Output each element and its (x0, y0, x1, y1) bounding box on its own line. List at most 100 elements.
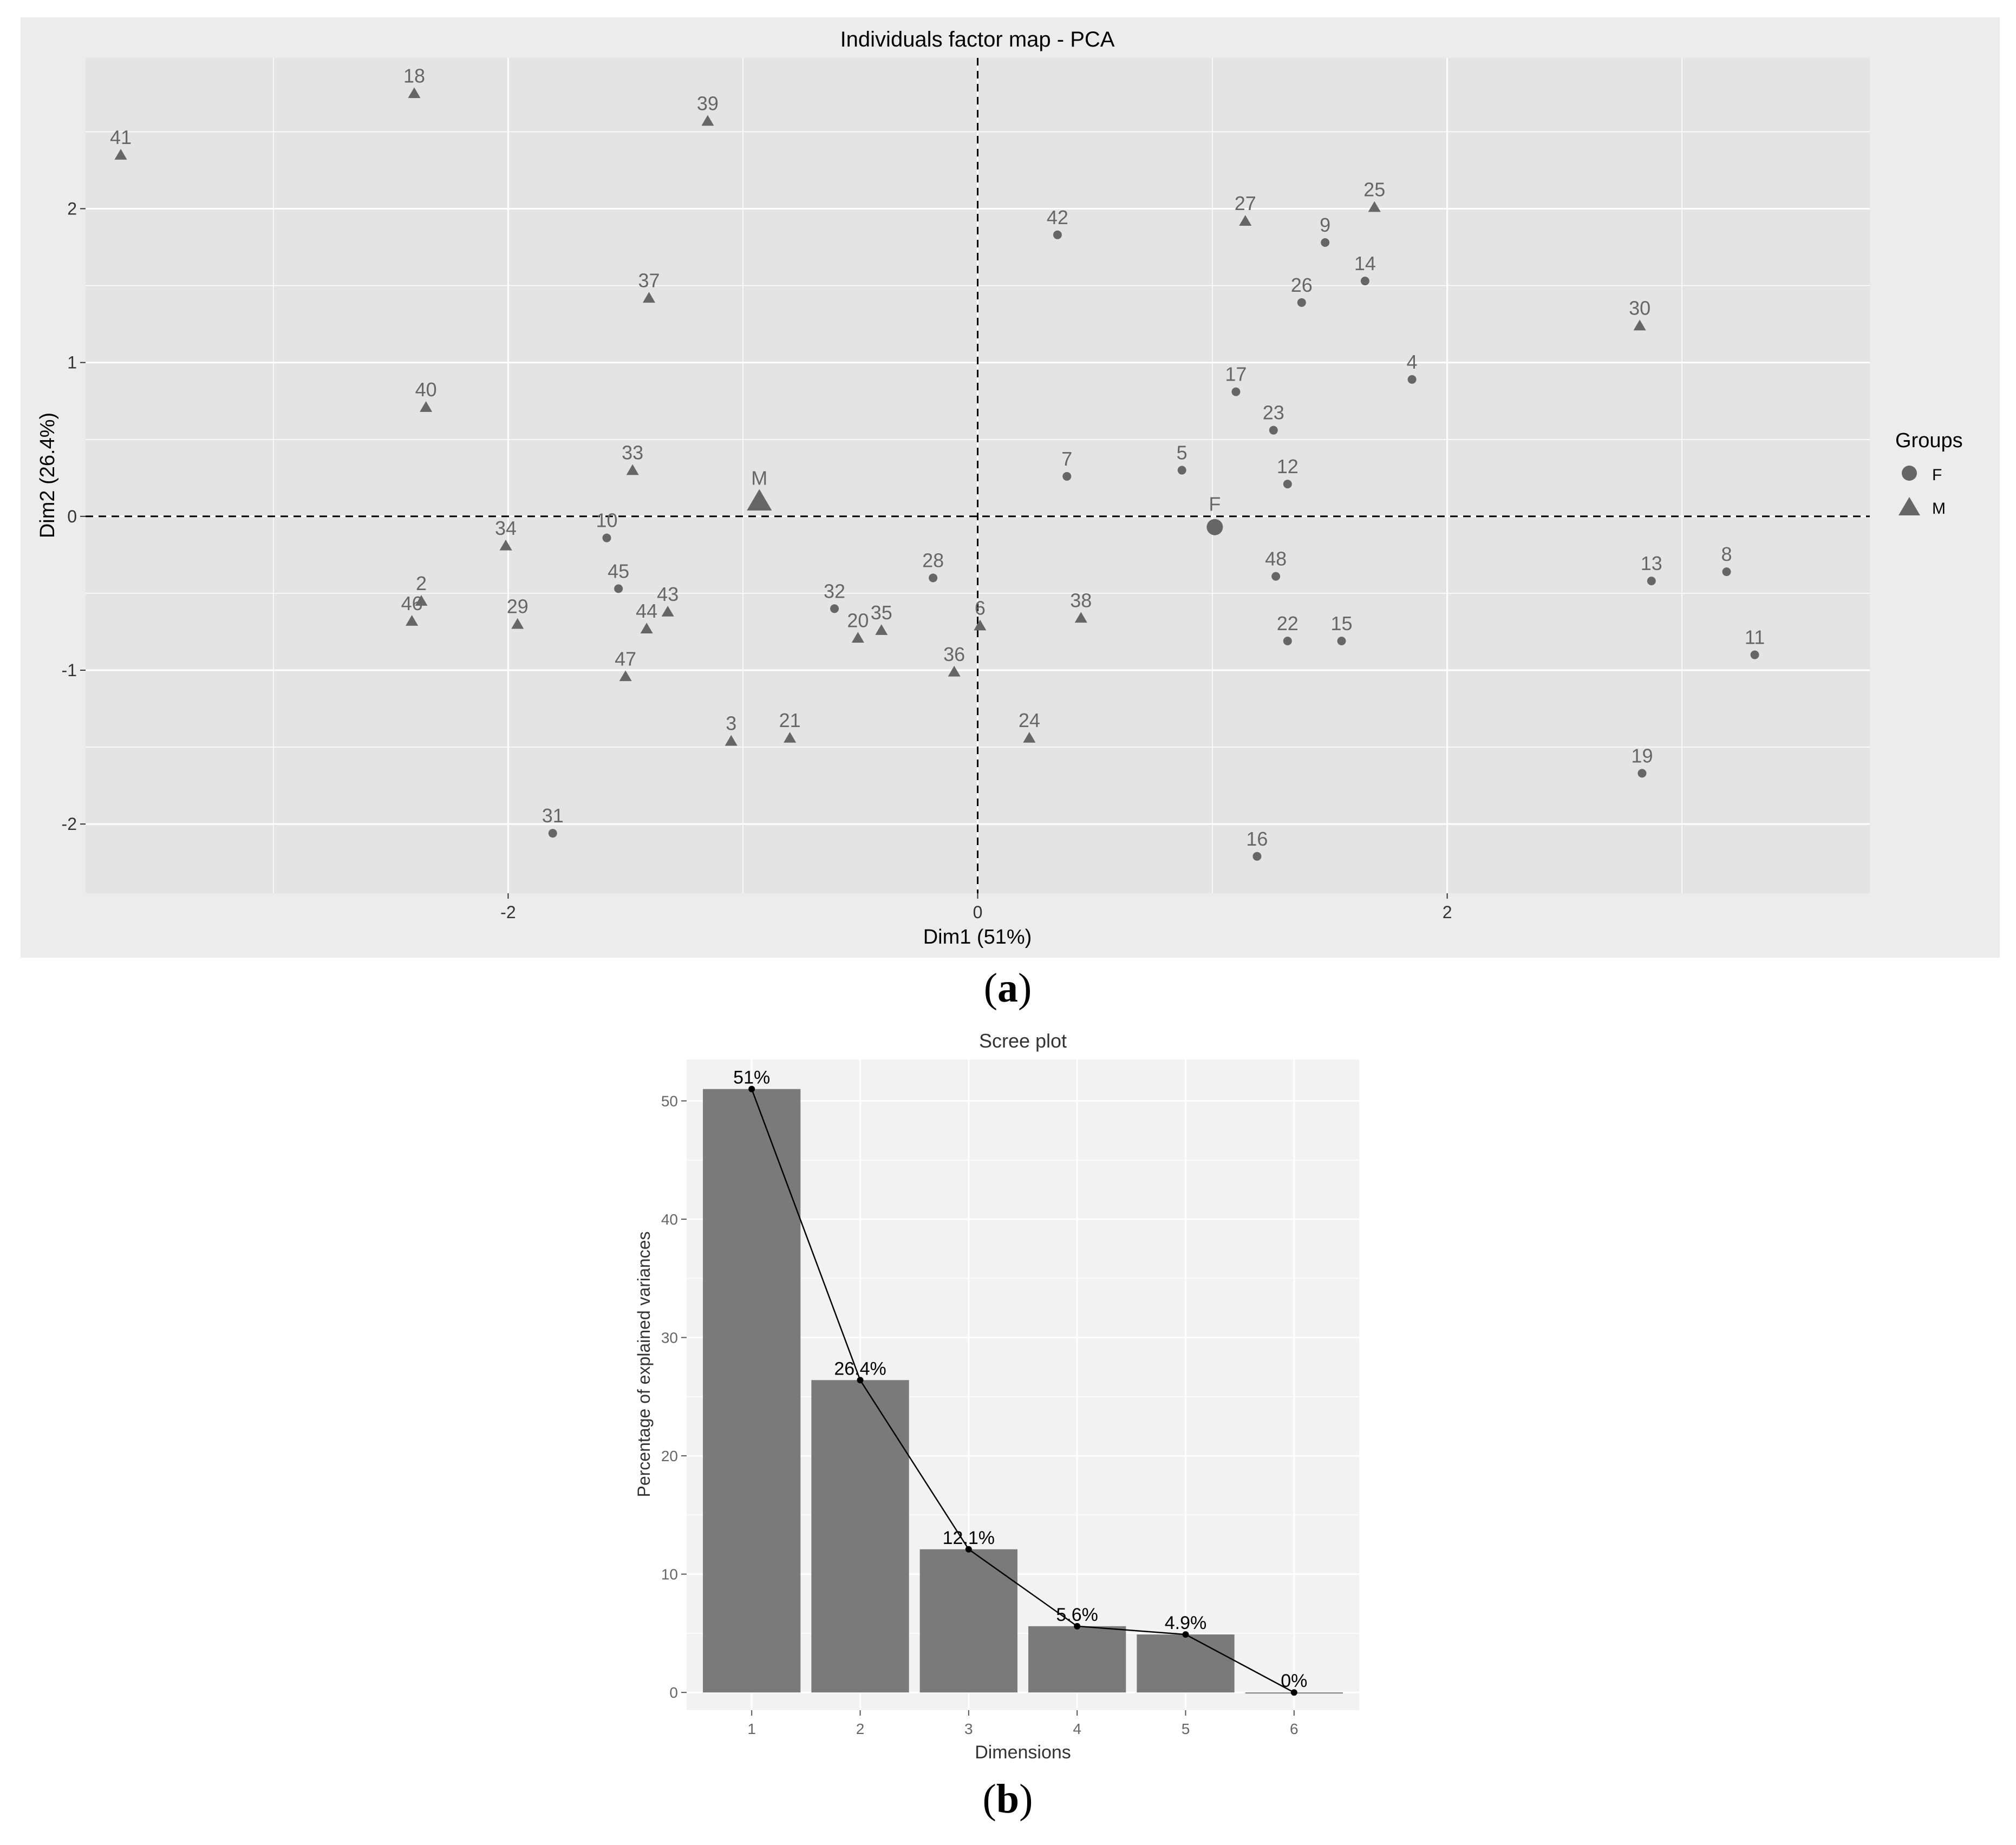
scree-x-axis: 1 2 3 4 5 6 (747, 1710, 1299, 1737)
scree-y-tick-label: 20 (661, 1448, 678, 1464)
pca-point-label: 5 (1177, 442, 1188, 464)
legend-label-m: M (1932, 500, 1946, 518)
pca-y-axis: -2 -1 0 1 2 (62, 199, 86, 834)
caption-b-letter: b (996, 1776, 1020, 1822)
pca-point-circle (1283, 480, 1292, 489)
pca-point-triangle (661, 605, 674, 617)
panel-caption-a: (a) (927, 965, 1089, 1012)
pca-point-label: 27 (1235, 192, 1256, 214)
pca-point-label: 18 (403, 64, 425, 87)
pca-point-label: 23 (1263, 402, 1284, 424)
pca-point-label: 44 (636, 600, 657, 622)
scree-bar (811, 1380, 909, 1693)
pca-point-label: 38 (1070, 589, 1092, 611)
pca-point-triangle (1023, 731, 1036, 743)
scree-bar (919, 1549, 1017, 1693)
pca-point-circle (1271, 572, 1281, 581)
scree-y-tick-label: 40 (661, 1211, 678, 1228)
pca-point-triangle (1074, 612, 1087, 623)
pca-point-label: 34 (495, 517, 517, 539)
pca-point-triangle (420, 401, 433, 412)
pca-point-label: 9 (1320, 214, 1330, 236)
scree-value-labels: 51% 26.4% 12.1% 5.6% 4.9% 0% (733, 1068, 1307, 1692)
pca-point-circle (1407, 375, 1417, 384)
caption-b-close: ) (1019, 1776, 1033, 1822)
pca-x-tick-label: 0 (973, 902, 983, 922)
pca-point-circle (1231, 387, 1241, 396)
pca-point-circle (1637, 769, 1647, 778)
scree-line-point (857, 1377, 864, 1384)
pca-point-triangle (511, 618, 524, 629)
pca-point-label: 36 (943, 643, 965, 665)
pca-point-label: 19 (1631, 744, 1653, 767)
pca-point-label: 28 (922, 549, 944, 571)
pca-point-label: 48 (1265, 548, 1287, 570)
pca-point-label: 33 (622, 442, 643, 464)
pca-point-circle (548, 829, 557, 838)
pca-point-circle (1053, 230, 1062, 239)
scree-value-label: 51% (733, 1068, 770, 1088)
pca-point-triangle (1633, 319, 1646, 331)
pca-point-triangle (642, 292, 656, 303)
pca-point-label: 39 (697, 93, 719, 115)
pca-point-triangle (974, 619, 987, 631)
pca-point-triangle (851, 632, 864, 643)
legend-label-f: F (1932, 466, 1942, 484)
pca-point-label: 8 (1721, 543, 1732, 565)
pca-point-label: 32 (824, 580, 845, 602)
pca-point-circle (1722, 567, 1731, 577)
pca-point-circle (830, 604, 839, 613)
pca-point-label: 24 (1019, 709, 1040, 731)
scree-x-axis-title: Dimensions (975, 1742, 1071, 1763)
pca-point-label: 10 (596, 509, 617, 532)
pca-y-tick-label: 2 (67, 199, 77, 218)
pca-y-tick-label: 1 (67, 353, 77, 372)
caption-a-letter: a (997, 965, 1018, 1011)
pca-point-triangle (499, 539, 512, 551)
pca-point-label: 30 (1629, 297, 1650, 319)
pca-point-triangle (948, 665, 961, 677)
scree-x-tick-label: 4 (1073, 1720, 1081, 1737)
pca-point-circle (1062, 472, 1072, 481)
pca-y-axis-title: Dim2 (26.4%) (36, 413, 59, 538)
pca-point-label: 20 (847, 609, 869, 631)
scree-bars (703, 1089, 1343, 1694)
pca-point-triangle (415, 595, 428, 606)
scree-y-tick-label: 30 (661, 1330, 678, 1346)
pca-point-circle (1750, 650, 1759, 659)
pca-point-circle (1252, 852, 1262, 861)
pca-point-label: 40 (415, 378, 437, 401)
caption-b-open: ( (982, 1776, 996, 1822)
scree-bar (703, 1089, 801, 1693)
panel-caption-b: (b) (927, 1776, 1089, 1823)
pca-point-label: 13 (1641, 552, 1662, 574)
pca-point-label: 25 (1363, 179, 1385, 201)
pca-point-triangle (1239, 215, 1252, 226)
pca-point-label: 42 (1047, 206, 1068, 228)
scree-line-point (748, 1085, 755, 1092)
scree-y-tick-label: 0 (669, 1684, 678, 1701)
legend-title: Groups (1895, 429, 1963, 452)
scree-line-point (1182, 1631, 1189, 1638)
pca-point-label: 41 (110, 126, 132, 148)
scree-line-point (965, 1546, 972, 1553)
pca-y-tick-label: 0 (67, 507, 77, 526)
pca-point-label: 31 (542, 804, 564, 827)
pca-point-circle (1297, 298, 1306, 307)
pca-x-tick-label: -2 (500, 902, 516, 922)
pca-point-label: 21 (779, 709, 801, 731)
pca-title: Individuals factor map - PCA (840, 28, 1115, 51)
pca-point-label: 46 (401, 592, 423, 614)
pca-point-label: 29 (507, 596, 529, 618)
pca-point-circle (1321, 238, 1330, 247)
caption-a-open: ( (983, 965, 997, 1011)
pca-point-label: 7 (1061, 448, 1072, 470)
pca-point-label: 45 (608, 560, 629, 582)
scree-x-tick-label: 6 (1290, 1720, 1299, 1737)
pca-point-triangle (1368, 201, 1381, 212)
pca-point-circle (602, 533, 611, 542)
scree-line-path (751, 1089, 1295, 1693)
pca-point-label: 3 (726, 712, 736, 735)
pca-reference-lines (86, 58, 1870, 893)
